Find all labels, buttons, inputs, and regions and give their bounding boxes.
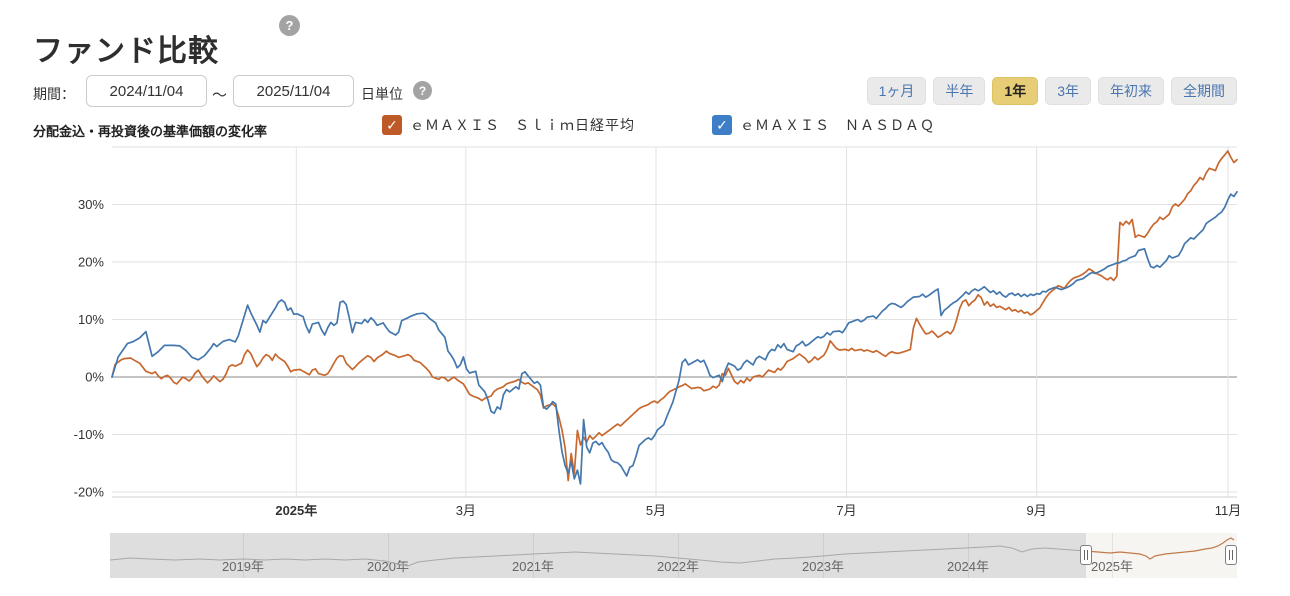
x-axis-label-7月: 7月 [836, 503, 856, 518]
y-axis-label--10: -10% [74, 427, 105, 442]
x-axis-label-2025年: 2025年 [275, 503, 317, 518]
title-help-icon[interactable]: ? [279, 15, 300, 36]
unit-help-icon[interactable]: ? [413, 81, 432, 100]
navigator-year-label-2025年: 2025年 [1091, 559, 1133, 574]
navigator-left-handle[interactable] [1080, 545, 1092, 565]
navigator-year-tick [533, 533, 534, 578]
y-axis-label-10: 10% [78, 312, 104, 327]
navigator-year-label-2020年: 2020年 [367, 559, 409, 574]
series-label: ｅＭＡＸＩＳ Ｓｌｉｍ日経平均 [410, 117, 635, 133]
navigator-selected-range[interactable] [1086, 533, 1237, 578]
legend-item-2[interactable]: ✓ ｅＭＡＸＩＳ ＮＡＳＤＡＱ [712, 115, 935, 135]
x-axis-label-11月: 11月 [1215, 503, 1242, 518]
y-axis-label-0: 0% [85, 370, 104, 385]
series-checkbox-icon[interactable]: ✓ [382, 115, 402, 135]
range-button-group: 1ヶ月 半年 1年 3年 年初来 全期間 [866, 77, 1237, 105]
x-axis-label-3月: 3月 [456, 503, 476, 518]
navigator-year-label-2022年: 2022年 [657, 559, 699, 574]
series-line-2[interactable] [111, 190, 1238, 485]
range-button-3年[interactable]: 3年 [1045, 77, 1091, 105]
fund-comparison-chart[interactable]: 30% 20% 10% 0% -10% -20% 2025年 3月 5月 7月 9月 11月 [0, 0, 1290, 530]
y-axis-label--20: -20% [74, 485, 105, 500]
series-line-1[interactable] [111, 150, 1238, 482]
x-axis-label-9月: 9月 [1027, 503, 1047, 518]
x-axis-label-5月: 5月 [646, 503, 666, 518]
navigator-year-tick [388, 533, 389, 578]
navigator-line-selected [1085, 537, 1235, 560]
navigator-year-tick [968, 533, 969, 578]
start-date-input[interactable] [86, 75, 207, 107]
chart-axis-title: 分配金込・再投資後の基準価額の変化率 [33, 124, 268, 139]
time-range-navigator[interactable]: 2019年 2020年 2021年 2022年 2023年 2024年 2025年 [110, 533, 1237, 578]
range-button-1ヶ月[interactable]: 1ヶ月 [866, 77, 927, 105]
series-checkbox-icon[interactable]: ✓ [712, 115, 732, 135]
series-label: ｅＭＡＸＩＳ ＮＡＳＤＡＱ [740, 117, 935, 133]
page-title: ファンド比較 [33, 35, 219, 69]
navigator-year-tick [678, 533, 679, 578]
date-range-separator: ～ [212, 87, 228, 104]
navigator-year-tick [1112, 533, 1113, 578]
range-button-1年[interactable]: 1年 [992, 77, 1039, 105]
navigator-sparkline [110, 537, 1235, 567]
navigator-line-history [110, 545, 1087, 567]
navigator-year-label-2023年: 2023年 [802, 559, 844, 574]
range-button-半年[interactable]: 半年 [933, 77, 986, 105]
y-axis-label-30: 30% [78, 197, 104, 212]
y-axis-label-20: 20% [78, 255, 104, 270]
navigator-year-label-2021年: 2021年 [512, 559, 554, 574]
navigator-year-label-2019年: 2019年 [222, 559, 264, 574]
navigator-right-handle[interactable] [1225, 545, 1237, 565]
navigator-year-tick [243, 533, 244, 578]
unit-label: 日単位 [361, 86, 403, 102]
period-label: 期間： [33, 86, 75, 102]
navigator-year-label-2024年: 2024年 [947, 559, 989, 574]
legend-item-1[interactable]: ✓ ｅＭＡＸＩＳ Ｓｌｉｍ日経平均 [382, 115, 635, 135]
end-date-input[interactable] [233, 75, 354, 107]
range-button-全期間[interactable]: 全期間 [1171, 77, 1237, 105]
range-button-年初来[interactable]: 年初来 [1098, 77, 1164, 105]
